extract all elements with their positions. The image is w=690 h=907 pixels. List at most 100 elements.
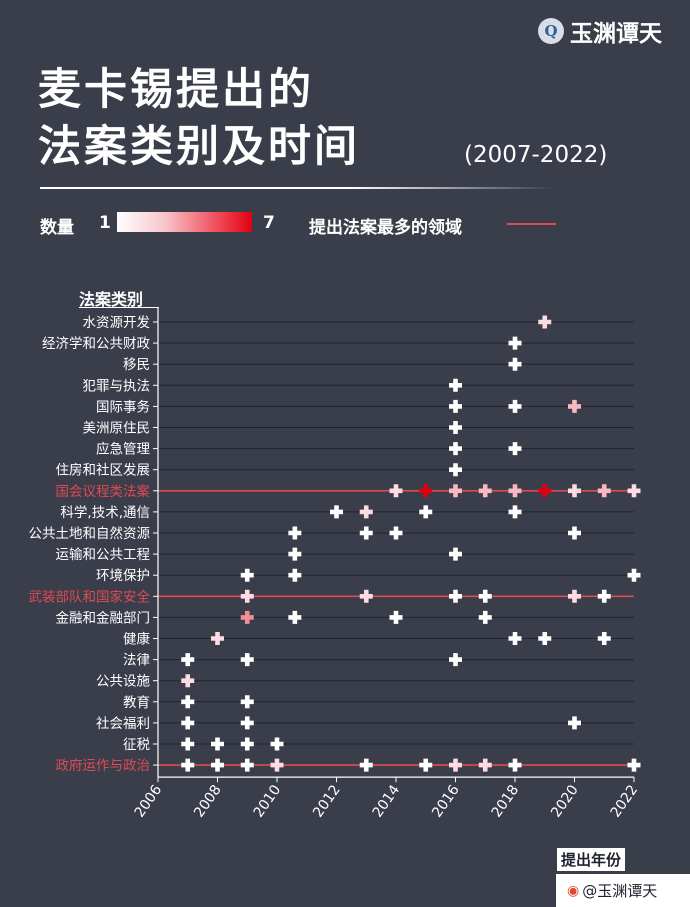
data-point-marker — [211, 632, 224, 645]
data-point-marker — [181, 758, 195, 772]
weibo-icon: ◉ — [567, 882, 580, 899]
data-point-marker — [240, 737, 254, 751]
data-point-marker — [449, 653, 462, 667]
data-point-marker — [508, 442, 522, 456]
data-point-marker — [211, 758, 224, 772]
y-axis-title: 法案类别 — [79, 290, 144, 309]
data-point-marker — [508, 484, 522, 498]
category-label: 应急管理 — [96, 441, 150, 458]
data-point-marker — [449, 421, 462, 434]
data-point-marker — [508, 357, 522, 371]
x-tick-label: 2006 — [132, 782, 166, 820]
category-label: 征税 — [123, 737, 150, 753]
data-point-marker — [359, 758, 373, 772]
data-point-marker — [419, 505, 433, 519]
x-tick-label: 2012 — [310, 782, 344, 820]
data-point-marker — [478, 484, 492, 498]
category-label: 犯罪与执法 — [83, 378, 151, 394]
x-tick-label: 2022 — [608, 782, 642, 820]
data-point-marker — [240, 568, 254, 582]
data-point-marker — [240, 716, 254, 730]
data-point-marker — [240, 758, 254, 772]
footer-credit: ◉ @玉渊谭天 — [567, 880, 657, 901]
data-point-marker — [449, 484, 462, 498]
data-point-marker — [538, 484, 552, 498]
category-label: 移民 — [123, 357, 150, 373]
data-point-marker — [508, 505, 522, 519]
data-point-marker — [389, 526, 403, 540]
data-point-marker — [181, 695, 195, 709]
data-point-marker — [508, 758, 522, 772]
data-point-marker — [288, 568, 302, 582]
legend-max-value: 7 — [263, 213, 275, 233]
data-point-marker — [288, 610, 302, 624]
category-label: 美洲原住民 — [83, 421, 151, 437]
data-point-marker — [449, 758, 462, 772]
title-line-1: 麦卡锡提出的 — [38, 65, 314, 115]
title-line-2: 法案类别及时间 — [38, 122, 360, 172]
category-label: 社会福利 — [96, 716, 150, 732]
data-point-marker — [419, 758, 433, 772]
data-point-marker — [508, 336, 522, 350]
data-point-marker — [240, 610, 254, 624]
category-label: 环境保护 — [96, 568, 150, 584]
x-tick-label: 2016 — [429, 782, 463, 820]
brand-logo-icon: Q — [538, 18, 564, 44]
y-axis-title-underline — [79, 307, 159, 308]
category-label: 国际事务 — [96, 399, 150, 415]
data-point-marker — [508, 632, 522, 645]
x-tick-label: 2018 — [489, 782, 523, 820]
data-point-marker — [449, 442, 462, 456]
category-label: 国会议程类法案 — [56, 483, 151, 500]
x-tick-label: 2008 — [191, 782, 225, 820]
data-point-marker — [568, 589, 581, 603]
data-point-marker — [538, 632, 552, 645]
category-label: 健康 — [123, 631, 150, 648]
data-point-marker — [449, 399, 462, 413]
data-point-marker — [359, 505, 373, 519]
category-label: 公共设施 — [96, 674, 150, 690]
data-point-marker — [627, 484, 641, 498]
brand-name: 玉渊谭天 — [570, 20, 662, 47]
x-tick-label: 2020 — [548, 782, 582, 820]
category-label: 教育 — [123, 695, 150, 711]
category-label: 科学,技术,通信 — [60, 505, 150, 521]
data-point-marker — [288, 526, 302, 540]
data-point-marker — [240, 589, 254, 603]
x-axis-title: 提出年份 — [557, 848, 626, 871]
data-point-marker — [568, 399, 581, 413]
footer-text: @玉渊谭天 — [582, 882, 658, 900]
data-point-marker — [419, 484, 433, 498]
category-label: 金融和金融部门 — [56, 610, 151, 626]
legend-line-label: 提出法案最多的领域 — [309, 218, 462, 238]
category-label: 法律 — [123, 653, 150, 669]
data-point-marker — [568, 526, 581, 540]
category-label: 政府运作与政治 — [56, 758, 151, 774]
footer-background — [556, 874, 690, 907]
category-label: 水资源开发 — [83, 315, 151, 331]
data-point-marker — [270, 737, 284, 751]
data-point-marker — [568, 716, 581, 730]
data-point-marker — [211, 737, 224, 751]
data-point-marker — [288, 547, 302, 561]
data-point-marker — [478, 589, 492, 603]
data-point-marker — [330, 505, 343, 519]
data-point-marker — [389, 484, 403, 498]
data-point-marker — [449, 378, 462, 392]
data-point-marker — [597, 632, 611, 645]
legend-count-label: 数量 — [40, 218, 74, 238]
data-point-marker — [449, 463, 462, 477]
legend-highlight-line — [507, 223, 556, 225]
category-label: 武装部队和国家安全 — [29, 588, 151, 605]
x-tick-label: 2010 — [251, 782, 285, 820]
data-point-marker — [181, 674, 195, 688]
data-point-marker — [538, 315, 552, 329]
data-point-marker — [240, 653, 254, 667]
data-point-marker — [478, 610, 492, 624]
data-point-marker — [478, 758, 492, 772]
data-point-marker — [449, 547, 462, 561]
legend-min-value: 1 — [99, 213, 111, 233]
data-point-marker — [270, 758, 284, 772]
data-point-marker — [359, 589, 373, 603]
